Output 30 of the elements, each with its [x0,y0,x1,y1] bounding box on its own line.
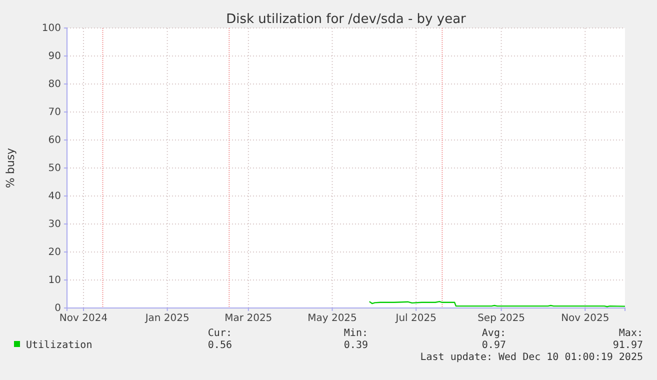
y-tick-label: 50 [48,163,61,174]
y-tick-label: 30 [48,219,61,230]
y-tick-label: 60 [48,135,61,146]
x-tick-label: Nov 2025 [561,313,610,324]
x-tick-label: Sep 2025 [478,313,526,324]
y-axis-title: % busy [4,147,17,188]
text: 91.97 [612,340,643,351]
y-tick-label: 70 [48,107,61,118]
text: Max: [618,328,643,339]
text: Cur: [208,328,232,339]
text: Avg: [482,328,506,339]
x-tick-label: Nov 2024 [59,313,108,324]
x-tick-label: Mar 2025 [224,313,272,324]
x-tick-label: Jul 2025 [394,313,436,324]
text: Last update: Wed Dec 10 01:00:19 2025 [420,352,643,363]
y-tick-label: 20 [48,247,61,258]
text: Min: [344,328,368,339]
chart-title: Disk utilization for /dev/sda - by year [226,12,467,27]
y-tick-label: 90 [48,51,61,62]
text: 0.39 [344,340,368,351]
y-tick-label: 0 [54,303,61,314]
y-tick-label: 40 [48,191,61,202]
y-tick-label: 100 [42,23,61,34]
y-tick-label: 80 [48,79,61,90]
text: 0.97 [482,340,506,351]
x-tick-label: May 2025 [308,313,357,324]
x-tick-label: Jan 2025 [144,313,190,324]
text: 0.56 [208,340,232,351]
legend-label: Utilization [26,340,92,351]
y-tick-label: 10 [48,275,61,286]
